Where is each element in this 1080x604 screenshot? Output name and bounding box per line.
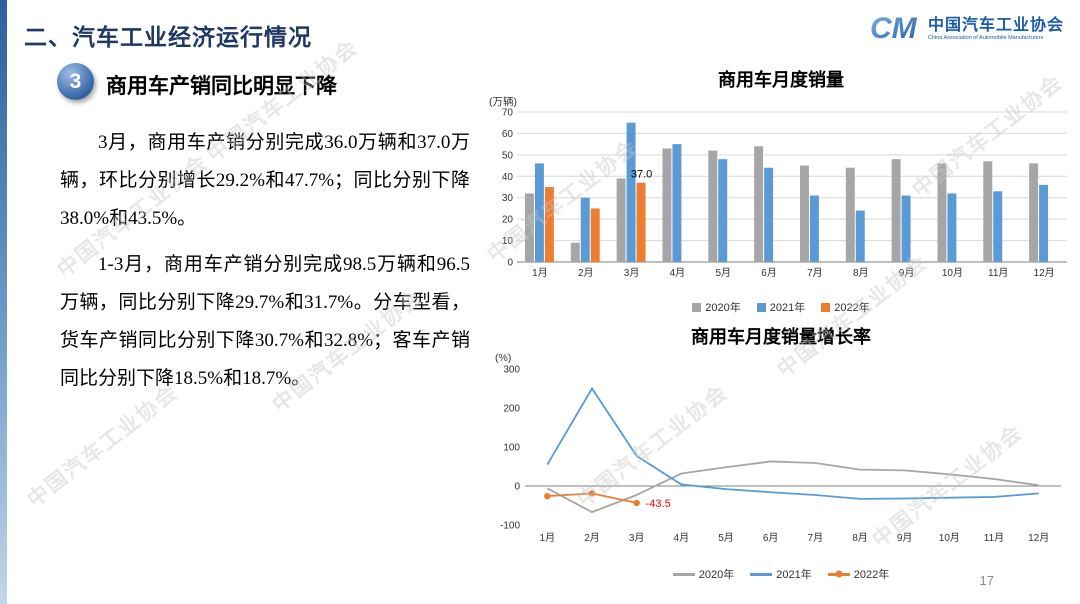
svg-text:10月: 10月 (942, 267, 963, 279)
svg-text:-100: -100 (500, 521, 520, 532)
legend-label-2022: 2022年 (853, 569, 890, 581)
svg-text:(万辆): (万辆) (489, 95, 517, 108)
svg-text:30: 30 (502, 193, 514, 204)
legend-line-swatch-2021 (750, 572, 773, 576)
paragraph-1: 3月，商用车产销分别完成36.0万辆和37.0万辆，环比分别增长29.2%和47… (60, 132, 470, 229)
svg-text:200: 200 (503, 404, 520, 415)
section-heading: 商用车产销同比明显下降 (106, 75, 337, 98)
svg-text:300: 300 (503, 365, 520, 376)
svg-text:7月: 7月 (807, 267, 823, 279)
bar-chart-commercial-monthly-sales: 商用车月度销量 0 10 20 30 40 50 60 70 (万辆) 1月 2月 3月 4月 5月 6月 7… (487, 66, 1075, 315)
svg-text:6月: 6月 (763, 532, 779, 544)
svg-text:-43.5: -43.5 (646, 498, 671, 510)
svg-text:3月: 3月 (629, 532, 645, 544)
svg-text:12月: 12月 (1034, 267, 1055, 279)
legend-line-swatch-2022 (827, 570, 850, 578)
legend-item-2021: 2021年 (750, 566, 812, 582)
bar-chart-title: 商用车月度销量 (718, 70, 844, 90)
paragraph-2: 1-3月，商用车产销分别完成98.5万辆和96.5万辆，同比分别下降29.7%和… (60, 254, 470, 389)
svg-text:37.0: 37.0 (631, 169, 652, 181)
legend-item-2022: 2022年 (821, 299, 870, 315)
svg-text:70: 70 (502, 108, 514, 119)
line-chart-plot: -100 0 100 200 300(%) 1月 2月 3月 4月 5月 6月 7月 8月 9月 10月 11… (495, 352, 1061, 544)
caam-org-name-cn: 中国汽车工业协会 (927, 16, 1064, 34)
svg-text:100: 100 (503, 443, 520, 454)
svg-text:20: 20 (502, 215, 514, 226)
svg-text:6月: 6月 (761, 267, 777, 279)
caam-logo-monogram-icon: CM (870, 12, 918, 45)
caam-logo-monogram: CM (870, 12, 918, 45)
page-number: 17 (979, 573, 994, 588)
svg-text:8月: 8月 (853, 267, 869, 279)
svg-text:4月: 4月 (674, 532, 690, 544)
svg-text:8月: 8月 (852, 532, 868, 544)
legend-item-2020: 2020年 (692, 299, 741, 315)
svg-text:60: 60 (502, 129, 514, 140)
bar-chart-plot: 0 10 20 30 40 50 60 70(万辆) 1月 2月 3月 4月 5月 6月 7月 8月 9月 10月… (489, 95, 1067, 279)
legend-line-swatch-2020 (672, 572, 695, 576)
legend-label-2020: 2020年 (705, 302, 741, 314)
legend-item-2020: 2020年 (672, 566, 735, 582)
page-title: 二、汽车工业经济运行情况 (24, 24, 312, 50)
svg-text:10月: 10月 (939, 532, 960, 544)
body-text: 3月，商用车产销分别完成36.0万辆和37.0万辆，环比分别增长29.2%和47… (60, 124, 470, 406)
svg-text:1月: 1月 (532, 267, 548, 279)
line-chart-title: 商用车月度销量增长率 (691, 327, 871, 347)
svg-text:4月: 4月 (670, 267, 686, 279)
svg-text:0: 0 (514, 482, 520, 493)
svg-text:11月: 11月 (984, 532, 1004, 544)
svg-text:10: 10 (502, 236, 514, 247)
svg-text:2月: 2月 (584, 532, 600, 544)
svg-text:50: 50 (502, 150, 514, 161)
caam-org-name-en: China Association of Automobile Manufact… (927, 35, 1044, 42)
caam-logo-text: 中国汽车工业协会 China Association of Automobile… (928, 17, 1064, 42)
line-chart-legend: 2020年 2021年 2022年 (487, 566, 1075, 582)
left-accent-bar (0, 0, 7, 604)
section-number-badge: 3 (57, 63, 94, 100)
svg-text:7月: 7月 (808, 532, 824, 544)
legend-swatch-2022 (821, 302, 831, 312)
svg-text:5月: 5月 (715, 267, 731, 279)
svg-text:5月: 5月 (718, 532, 734, 544)
caam-logo: CM 中国汽车工业协会 China Association of Automob… (868, 10, 1064, 48)
svg-text:1月: 1月 (540, 532, 556, 544)
legend-item-2021: 2021年 (756, 299, 806, 315)
svg-text:40: 40 (502, 172, 514, 183)
legend-label-2021: 2021年 (769, 302, 806, 314)
svg-text:12月: 12月 (1028, 532, 1049, 544)
svg-text:9月: 9月 (899, 267, 915, 279)
bar-chart-legend: 2020年 2021年 2022年 (487, 299, 1075, 315)
legend-item-2022: 2022年 (827, 566, 890, 582)
legend-swatch-2021 (756, 302, 766, 312)
svg-text:0: 0 (507, 258, 513, 269)
svg-text:2月: 2月 (578, 267, 594, 279)
legend-swatch-2020 (692, 302, 702, 312)
legend-label-2022: 2022年 (834, 302, 870, 314)
line-chart-growth-rate: 商用车月度销量增长率 -100 0 100 200 300 (%) 1月 2月 3月 4月 5月 6月… (487, 323, 1075, 582)
svg-text:9月: 9月 (897, 532, 913, 544)
legend-label-2020: 2020年 (698, 569, 735, 581)
svg-text:11月: 11月 (988, 267, 1008, 279)
svg-text:(%): (%) (495, 352, 511, 364)
legend-label-2021: 2021年 (776, 569, 812, 581)
svg-text:3月: 3月 (624, 267, 640, 279)
